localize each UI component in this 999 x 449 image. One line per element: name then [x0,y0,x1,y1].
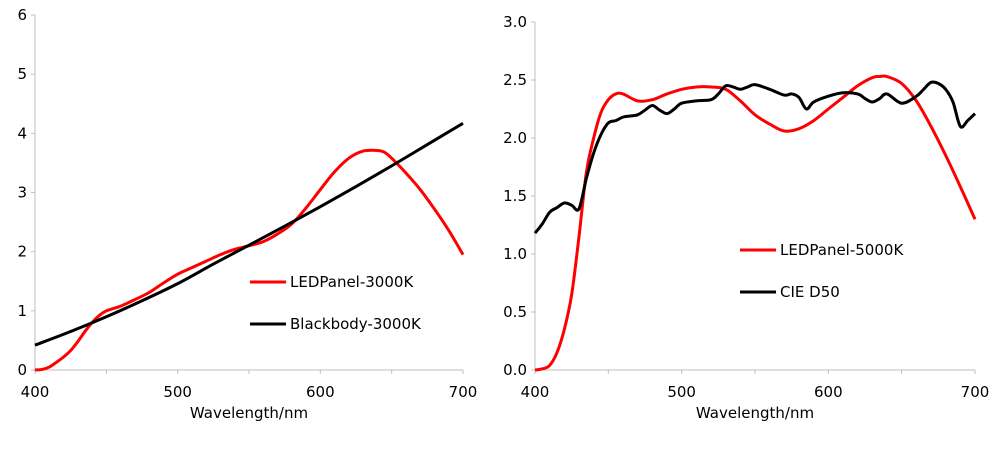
y-tick-label: 2 [17,243,27,261]
legend-label: LEDPanel-5000K [780,241,904,259]
y-tick-label: 4 [17,124,27,142]
x-tick-label: 600 [306,383,335,401]
legend-label: LEDPanel-3000K [290,273,414,291]
x-axis-label: Wavelength/nm [190,404,308,422]
chart-3000k: 0 1 2 3 4 5 6 400 500 600 700 Wavelength/nm LEDPanel… [17,6,477,422]
y-tick-label: 2.5 [503,71,527,89]
series-line-0 [34,148,465,372]
x-tick-label: 600 [814,383,843,401]
y-tick-label: 1 [17,302,27,320]
x-tick-label: 400 [21,383,50,401]
x-tick-label: 700 [449,383,478,401]
y-tick-label: 0 [17,361,27,379]
y-tick-label: 5 [17,65,27,83]
x-tick-label: 400 [521,383,550,401]
y-tick-label: 3.0 [503,13,527,31]
x-tick-label: 500 [163,383,192,401]
y-tick-label: 3 [17,184,27,202]
series-line-0 [534,74,977,372]
x-axis-label: Wavelength/nm [696,404,814,422]
legend-label: Blackbody-3000K [290,315,422,333]
y-tick-label: 2.0 [503,129,527,147]
chart-5000k: 0.0 0.5 1.0 1.5 2.0 2.5 3.0 400 500 600 700 Wavelen… [503,13,989,422]
y-tick-label: 6 [17,6,27,24]
y-tick-label: 0.5 [503,303,527,321]
series-line-1 [34,121,464,347]
y-tick-label: 0.0 [503,361,527,379]
y-tick-label: 1.5 [503,187,527,205]
y-tick-label: 1.0 [503,245,527,263]
x-tick-label: 500 [667,383,696,401]
series-line-1 [533,80,977,235]
legend-label: CIE D50 [780,283,840,301]
x-tick-label: 700 [961,383,990,401]
